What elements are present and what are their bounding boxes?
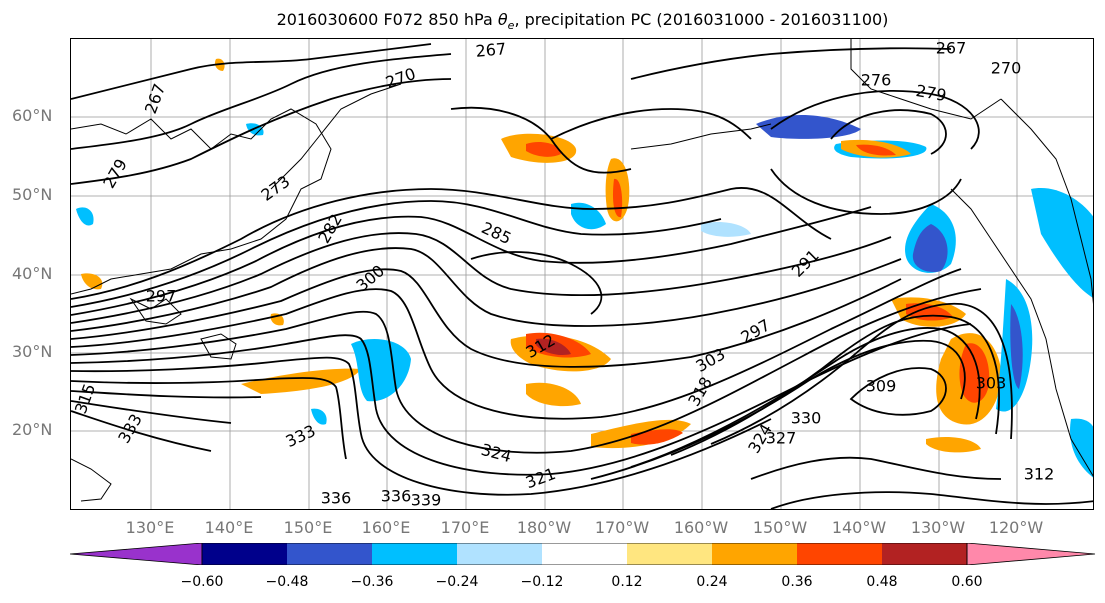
map-title: 2016030600 F072 850 hPa θe, precipitatio… — [0, 10, 1105, 32]
colorbar-segment-5 — [542, 543, 627, 565]
contour-label: 285 — [479, 218, 515, 248]
contour-label: 312 — [1024, 465, 1055, 484]
contour-label: 297 — [146, 287, 177, 306]
lon-label-150e: 150°E — [283, 518, 333, 537]
precip-shading — [76, 58, 1093, 478]
lon-label-140w: 140°W — [831, 518, 887, 537]
colorbar-tick-label: −0.12 — [520, 574, 564, 590]
contour-label: 267 — [475, 39, 507, 61]
contour-label: 339 — [411, 491, 442, 510]
contour-label: 279 — [914, 81, 947, 105]
contour-label: 333 — [114, 411, 146, 447]
contour-label: 336 — [321, 489, 352, 508]
map-panel: 267 267 270 276 279 267 270 273 279 282 285 291 297 3… — [70, 38, 1094, 510]
colorbar-segment-7 — [712, 543, 797, 565]
contour-label: 291 — [788, 246, 823, 281]
colorbar-segment-0 — [70, 543, 203, 565]
colorbar-tick-label: 0.60 — [951, 574, 983, 590]
theta-e-contours — [71, 43, 1093, 509]
contour-label: 267 — [936, 39, 967, 58]
lon-label-170w: 170°W — [594, 518, 650, 537]
coastlines — [71, 39, 1093, 502]
contour-label: 303 — [976, 374, 1007, 393]
contour-label: 279 — [99, 156, 131, 192]
contour-label: 336 — [381, 487, 412, 506]
colorbar-segment-9 — [882, 543, 967, 565]
contour-label: 270 — [383, 64, 418, 92]
colorbar-tick-label: 0.48 — [866, 574, 898, 590]
colorbar-tick-label: 0.12 — [611, 574, 643, 590]
colorbar-outline — [201, 543, 968, 565]
lon-label-180w: 180°W — [516, 518, 572, 537]
contour-label: 267 — [141, 81, 169, 116]
contour-label: 327 — [766, 429, 797, 448]
colorbar-segment-1 — [202, 543, 287, 565]
contour-label: 273 — [257, 172, 293, 205]
colorbar-segment-3 — [372, 543, 457, 565]
colorbar-segment-2 — [287, 543, 372, 565]
colorbar-tick-label: −0.24 — [435, 574, 479, 590]
lat-label-60n: 60°N — [12, 106, 53, 125]
colorbar-tick-label: 0.24 — [696, 574, 728, 590]
title-suffix: , precipitation PC (2016031000 - 2016031… — [514, 10, 889, 29]
lon-label-140e: 140°E — [204, 518, 254, 537]
colorbar-segment-8 — [797, 543, 882, 565]
colorbar-segment-4 — [457, 543, 542, 565]
lon-label-130w: 130°W — [910, 518, 966, 537]
title-prefix: 2016030600 F072 850 hPa — [276, 10, 498, 29]
lat-label-50n: 50°N — [12, 185, 53, 204]
lat-label-40n: 40°N — [12, 264, 53, 283]
title-theta: θ — [497, 10, 508, 29]
contour-label: 324 — [479, 440, 513, 466]
contour-label: 315 — [71, 381, 99, 416]
lon-label-120w: 120°W — [988, 518, 1044, 537]
lon-label-160e: 160°E — [361, 518, 411, 537]
contour-label: 321 — [523, 464, 558, 492]
colorbar-tick-label: 0.36 — [781, 574, 813, 590]
colorbar-segment-6 — [627, 543, 712, 565]
colorbar-tick-label: −0.48 — [265, 574, 309, 590]
lat-label-20n: 20°N — [12, 420, 53, 439]
lon-label-170e: 170°E — [440, 518, 490, 537]
colorbar-segment-10 — [966, 543, 1096, 565]
contour-label: 333 — [283, 421, 319, 451]
contour-label: 270 — [991, 59, 1022, 78]
contour-label: 309 — [866, 377, 897, 396]
colorbar-tick-label: −0.36 — [350, 574, 394, 590]
lat-label-30n: 30°N — [12, 342, 53, 361]
title-subscript: e — [507, 19, 515, 33]
colorbar — [70, 543, 1096, 565]
contour-label: 297 — [738, 315, 774, 347]
colorbar-tick-label: −0.60 — [180, 574, 224, 590]
lon-label-150w: 150°W — [752, 518, 808, 537]
lon-label-130e: 130°E — [125, 518, 175, 537]
contour-label: 276 — [861, 71, 892, 90]
contour-label: 330 — [791, 409, 822, 428]
lon-label-160w: 160°W — [673, 518, 729, 537]
